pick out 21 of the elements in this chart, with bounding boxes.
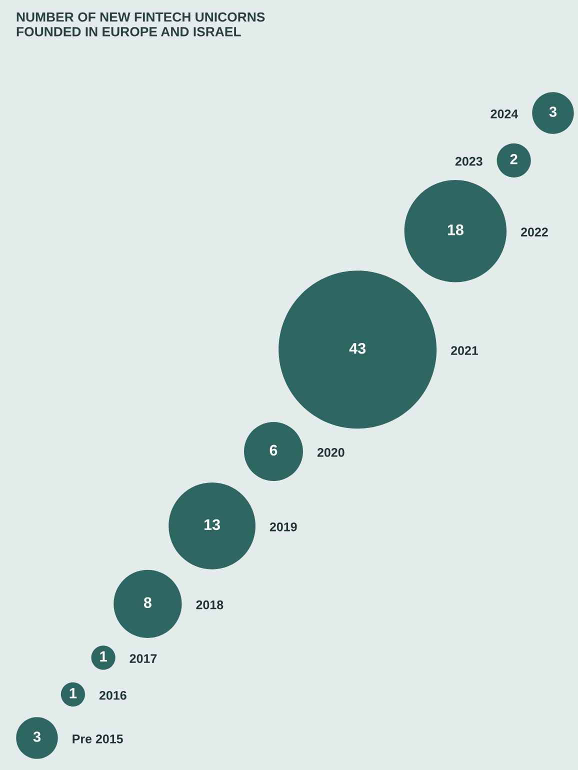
category-label: 2017: [130, 654, 157, 664]
category-label: 2021: [451, 346, 478, 356]
data-label: 18: [448, 224, 464, 236]
data-label: 3: [549, 106, 557, 117]
category-label: 2016: [99, 690, 126, 700]
category-label: 2019: [270, 522, 297, 532]
data-label: 2: [510, 154, 518, 164]
category-label: 2022: [521, 228, 548, 237]
data-label: 1: [100, 651, 107, 662]
data-label: 43: [349, 342, 366, 354]
data-label: 3: [33, 732, 41, 742]
data-label: 8: [144, 597, 152, 608]
category-label: 2023: [455, 156, 482, 166]
data-label: 6: [270, 444, 278, 456]
category-label: Pre 2015: [72, 734, 123, 744]
category-label: 2024: [490, 110, 518, 118]
category-label: 2018: [196, 600, 224, 610]
data-label: 13: [204, 519, 220, 530]
text: NUMBER OF NEW FINTECH UNICORNS FOUNDED IN EUROPE AND ISRAEL: [16, 12, 265, 36]
data-label: 1: [70, 688, 77, 698]
category-label: 2020: [317, 448, 344, 457]
